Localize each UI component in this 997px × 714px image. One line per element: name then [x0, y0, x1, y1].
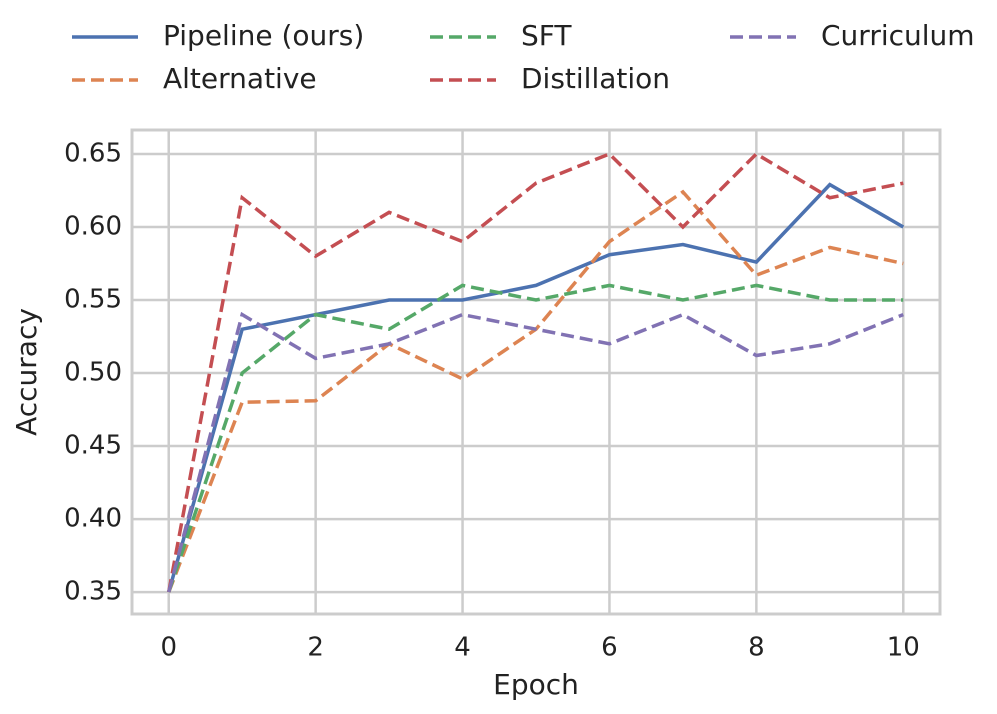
y-tick-label: 0.65	[64, 138, 122, 168]
legend-label: Curriculum	[821, 19, 975, 52]
x-tick-label: 10	[887, 633, 920, 663]
plot-frame	[130, 128, 942, 616]
data-line	[167, 151, 904, 593]
x-tick-label: 2	[307, 633, 324, 663]
y-tick-label: 0.40	[64, 504, 122, 534]
x-tick-label: 6	[601, 633, 618, 663]
x-tick-label: 4	[454, 633, 471, 663]
y-axis-title: Accuracy	[10, 308, 43, 436]
y-tick-label: 0.50	[64, 358, 122, 388]
legend-label: Alternative	[163, 62, 317, 95]
y-tick-label: 0.55	[64, 284, 122, 314]
legend-label: SFT	[521, 19, 572, 52]
y-tick-label: 0.35	[64, 577, 122, 607]
x-tick-label: 8	[748, 633, 765, 663]
data-line	[167, 311, 904, 593]
data-line	[167, 182, 905, 593]
data-line	[167, 283, 904, 593]
y-tick-label: 0.45	[64, 431, 122, 461]
x-tick-label: 0	[160, 633, 177, 663]
legend-label: Distillation	[521, 62, 670, 95]
legend-label: Pipeline (ours)	[163, 19, 364, 52]
y-tick-label: 0.60	[64, 211, 122, 241]
x-axis-title: Epoch	[493, 668, 579, 701]
